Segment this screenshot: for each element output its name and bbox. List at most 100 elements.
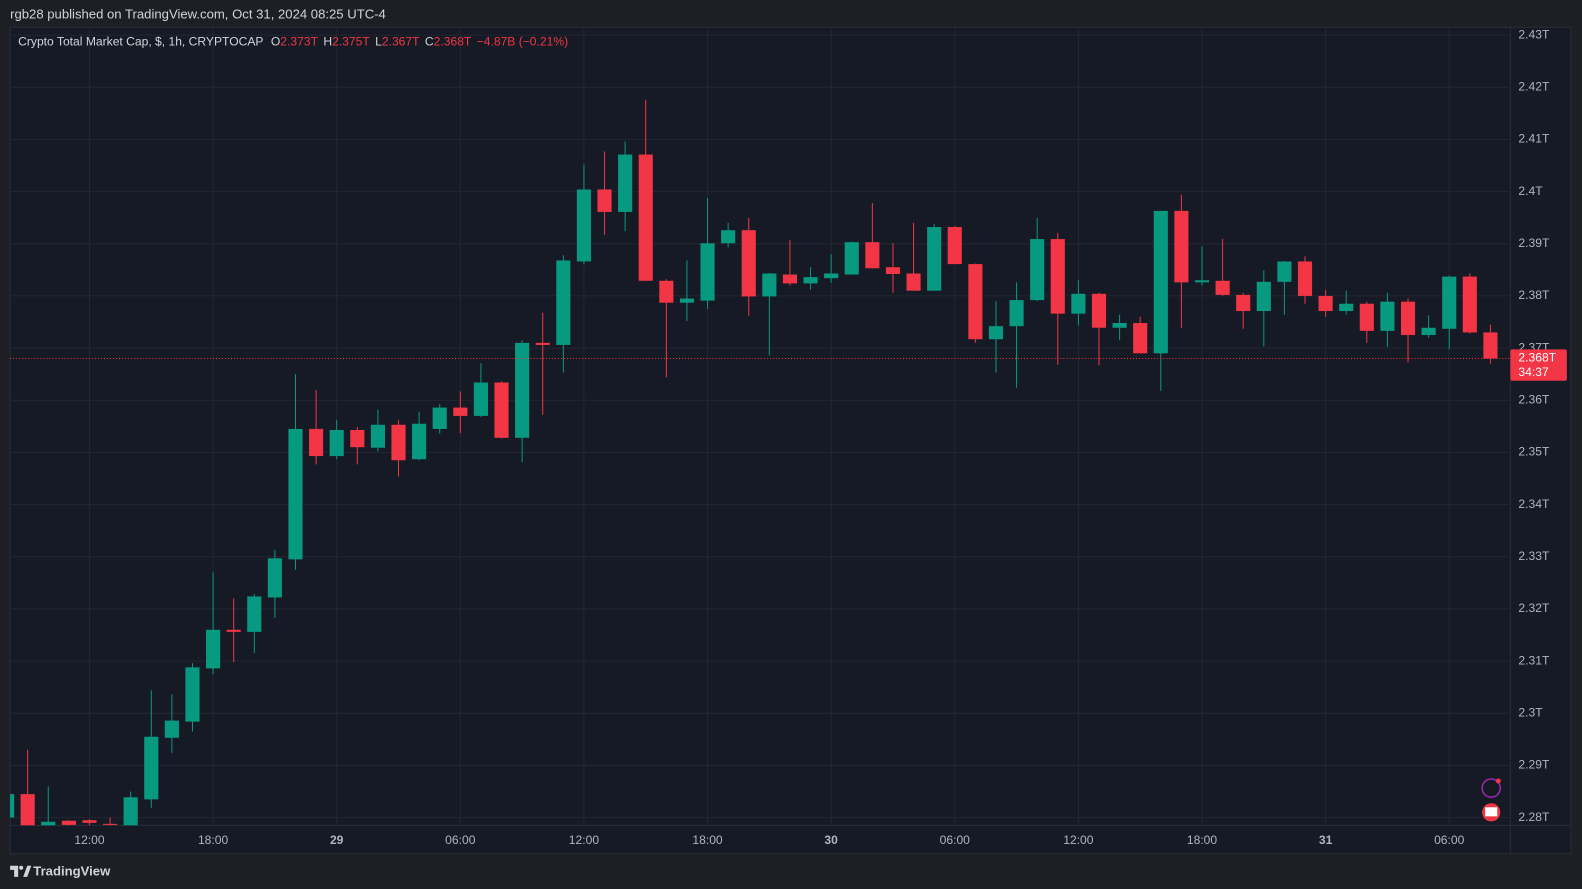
candle-body: [865, 242, 880, 269]
x-tick-label: 12:00: [1063, 833, 1094, 847]
icon-flag: [1485, 807, 1498, 817]
brand: TradingView: [33, 863, 111, 878]
candle-body: [1009, 300, 1024, 327]
candle-body: [1277, 261, 1292, 282]
candle-body: [1215, 280, 1230, 295]
icon[interactable]: [1481, 778, 1502, 798]
x-tick-label: 18:00: [692, 833, 723, 847]
candle-body: [1462, 276, 1477, 333]
candle-body: [1174, 210, 1189, 283]
candle-body: [412, 423, 427, 460]
y-tick-label: 2.33T: [1518, 549, 1550, 563]
logo-mark: [19, 865, 24, 870]
candle-body: [103, 823, 118, 825]
candle-body: [267, 558, 282, 598]
candle-body: [288, 428, 303, 560]
y-tick-label: 2.34T: [1518, 497, 1550, 511]
candle-body: [762, 273, 777, 297]
symbol: Crypto Total Market Cap, $, 1h, CRYPTOCA…: [18, 35, 263, 49]
candle-body: [10, 794, 15, 818]
candle-body: [556, 260, 571, 345]
y-tick-label: 2.32T: [1518, 601, 1550, 615]
candle-body: [82, 820, 97, 823]
attribution: rgb28 published on TradingView.com, Oct …: [10, 7, 386, 22]
candle-body: [309, 428, 324, 457]
candle-body: [1236, 294, 1251, 312]
y-tick-label: 2.38T: [1518, 288, 1550, 302]
y-tick-label: 2.29T: [1518, 758, 1550, 772]
candle-body: [1483, 332, 1498, 359]
x-tick-label: 06:00: [1434, 833, 1465, 847]
legend: Crypto Total Market Cap, $, 1h, CRYPTOCA…: [18, 35, 568, 49]
y-tick-label: 2.4T: [1518, 184, 1543, 198]
x-tick-label: 18:00: [198, 833, 229, 847]
candle-body: [618, 154, 633, 212]
last-price-tag: [1510, 349, 1567, 381]
candle-body: [1194, 280, 1210, 283]
candle-body: [1380, 301, 1395, 331]
legend-value: 2.367T: [382, 35, 420, 49]
logo-mark: [23, 865, 32, 877]
icon-badge: [1495, 778, 1501, 784]
candle-body: [391, 424, 406, 461]
candle-body: [1421, 327, 1436, 336]
x-tick-label: 31: [1319, 833, 1333, 847]
candle-body: [576, 189, 591, 262]
candle-body: [1256, 281, 1271, 312]
candle-body: [968, 264, 983, 340]
candle-body: [741, 230, 756, 297]
candle-body: [721, 230, 736, 244]
legend-key: L: [375, 35, 382, 49]
y-tick-label: 2.35T: [1518, 445, 1550, 459]
candle-body: [61, 820, 76, 825]
candle-body: [1153, 210, 1168, 354]
candle-body: [1091, 293, 1107, 328]
candle-body: [1071, 293, 1086, 314]
candle-body: [453, 407, 468, 416]
x-tick-label: 06:00: [445, 833, 476, 847]
x-tick-label: 12:00: [569, 833, 600, 847]
legend-key: O: [271, 35, 280, 49]
legend-value: 2.373T: [280, 35, 318, 49]
candle-body: [782, 274, 798, 284]
y-tick-label: 2.42T: [1518, 79, 1550, 93]
candle-body: [988, 326, 1004, 340]
x-tick-label: 18:00: [1187, 833, 1218, 847]
candle-body: [824, 273, 839, 279]
legend-value: 2.375T: [332, 35, 370, 49]
candle-body: [494, 382, 509, 438]
candle-body: [1030, 239, 1045, 301]
legend-key: C: [425, 35, 434, 49]
candle-body: [535, 342, 550, 345]
candle-body: [803, 277, 818, 284]
candle-body: [185, 667, 200, 722]
y-tick-label: 2.3T: [1518, 705, 1543, 719]
candle-body: [1442, 276, 1457, 329]
axes: 2.28T 2.29T 2.3T 2.31T 2.32T 2.33T 2.34T 2.35T 2…: [10, 27, 1567, 847]
y-tick-label: 2.36T: [1518, 392, 1550, 406]
chart-panel: [9, 26, 1572, 855]
candle-body: [844, 242, 859, 275]
candle-body: [1318, 295, 1333, 312]
change: −4.87B (−0.21%): [477, 35, 568, 49]
candle-body: [329, 429, 344, 457]
x-tick-label: 12:00: [74, 833, 105, 847]
candle-body: [679, 298, 695, 303]
candle-body: [927, 227, 942, 291]
y-tick-label: 2.43T: [1518, 27, 1550, 41]
candle-body: [885, 267, 901, 275]
candle-body: [20, 794, 35, 826]
logo-mark: [10, 865, 19, 877]
y-tick-label: 2.31T: [1518, 653, 1550, 667]
candle-body: [1400, 301, 1416, 336]
candle-body: [659, 280, 674, 303]
candles: [10, 99, 1498, 826]
candle-body: [1112, 323, 1127, 328]
candle-body: [164, 720, 179, 738]
x-tick-label: 30: [824, 833, 838, 847]
candle-body: [247, 596, 262, 632]
candle-body: [206, 629, 221, 669]
candle-body: [638, 154, 653, 281]
candle-body: [1050, 239, 1065, 314]
